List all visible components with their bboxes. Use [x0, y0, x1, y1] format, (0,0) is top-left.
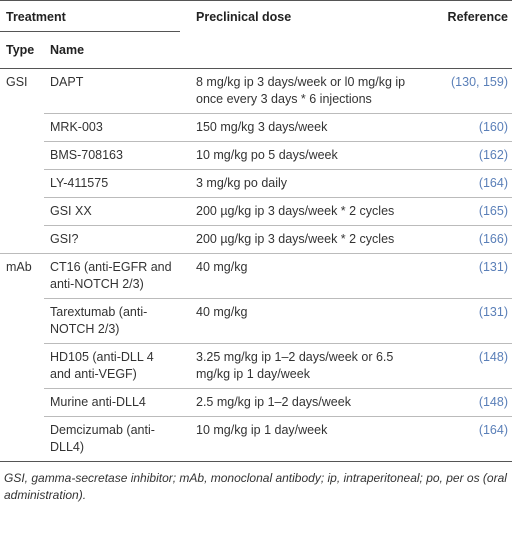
name-cell: Demcizumab (anti-DLL4) [44, 416, 180, 462]
table-row: GSI XX 200 µg/kg ip 3 days/week * 2 cycle… [0, 197, 512, 226]
reference-cell: (160) [432, 113, 512, 142]
header-row: Treatment Preclinical dose Reference [0, 0, 512, 32]
table-row: GSI DAPT 8 mg/kg ip 3 days/week or l0 mg/k… [0, 68, 512, 254]
name-cell: HD105 (anti-DLL 4 and anti-VEGF) [44, 343, 180, 389]
header-cell: Reference [447, 10, 508, 24]
footnote: GSI, gamma-secretase inhibitor; mAb, mon… [4, 471, 507, 502]
dose-cell: 2.5 mg/kg ip 1–2 days/week [180, 388, 432, 417]
reference-cell: (148) [432, 388, 512, 417]
name-cell: CT16 (anti-EGFR and anti-NOTCH 2/3) [44, 253, 180, 299]
header-cell: Preclinical dose [196, 10, 292, 24]
table-row: Murine anti-DLL4 2.5 mg/kg ip 1–2 days/we… [0, 388, 512, 417]
reference-cell: (166) [432, 225, 512, 254]
table-row: GSI? 200 µg/kg ip 3 days/week * 2 cycles(… [0, 225, 512, 254]
dose-cell: 40 mg/kg [180, 298, 432, 344]
reference-cell: (131) [432, 298, 512, 344]
name-cell: BMS-708163 [44, 141, 180, 170]
name-cell: DAPT [44, 68, 180, 114]
reference-cell: (131) [432, 253, 512, 299]
name-cell: GSI XX [44, 197, 180, 226]
table-body: GSI DAPT 8 mg/kg ip 3 days/week or l0 mg/k… [0, 68, 512, 462]
dose-cell: 10 mg/kg ip 1 day/week [180, 416, 432, 462]
dose-cell: 8 mg/kg ip 3 days/week or l0 mg/kg ip on… [180, 68, 432, 114]
name-cell: Tarextumab (anti-NOTCH 2/3) [44, 298, 180, 344]
table-row: mAb CT16 (anti-EGFR and anti-NOTCH 2/3) 40… [0, 253, 512, 462]
table-row: MRK-003 150 mg/kg 3 days/week (160) [0, 113, 512, 142]
name-cell: Murine anti-DLL4 [44, 388, 180, 417]
dose-cell: 200 µg/kg ip 3 days/week * 2 cycles [180, 225, 432, 254]
reference-cell: (162) [432, 141, 512, 170]
table-row: BMS-708163 10 mg/kg po 5 days/week (162) [0, 141, 512, 170]
dose-cell: 200 µg/kg ip 3 days/week * 2 cycles [180, 197, 432, 226]
reference-cell: (148) [432, 343, 512, 389]
drug-table: Treatment Preclinical dose Reference Typ… [0, 0, 512, 462]
dose-cell: 3.25 mg/kg ip 1–2 days/week or 6.5 mg/kg… [180, 343, 432, 389]
table-row: Demcizumab (anti-DLL4) 10 mg/kg ip 1 day/… [0, 416, 512, 462]
type-cell: GSI [0, 68, 44, 254]
table-row: Tarextumab (anti-NOTCH 2/3) 40 mg/kg (131) [0, 298, 512, 344]
reference-cell: (165) [432, 197, 512, 226]
dose-cell: 40 mg/kg [180, 253, 432, 299]
header-cell: Treatment [0, 0, 180, 32]
table-row: HD105 (anti-DLL 4 and anti-VEGF) 3.25 mg/… [0, 343, 512, 389]
name-cell: LY-411575 [44, 169, 180, 198]
type-cell: mAb [0, 253, 44, 462]
dose-cell: 3 mg/kg po daily [180, 169, 432, 198]
header-cell: Type [6, 43, 35, 57]
table-row: LY-411575 3 mg/kg po daily (164) [0, 169, 512, 198]
reference-cell: (164) [432, 169, 512, 198]
reference-cell: (130, 159) [432, 68, 512, 114]
reference-cell: (164) [432, 416, 512, 462]
table-head: Treatment Preclinical dose Reference Typ… [0, 0, 512, 69]
header-cell: Name [50, 43, 85, 57]
dose-cell: 10 mg/kg po 5 days/week [180, 141, 432, 170]
dose-cell: 150 mg/kg 3 days/week [180, 113, 432, 142]
name-cell: GSI? [44, 225, 180, 254]
name-cell: MRK-003 [44, 113, 180, 142]
